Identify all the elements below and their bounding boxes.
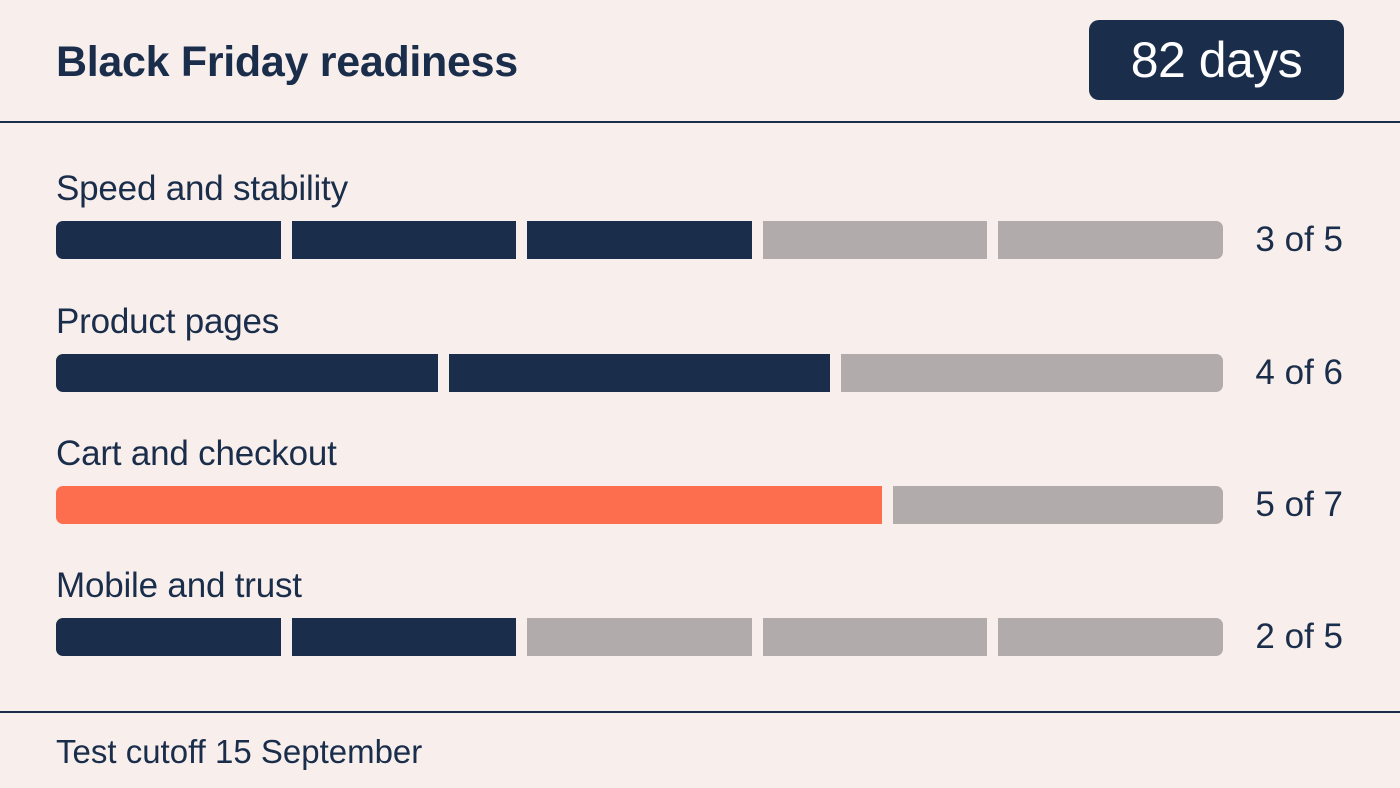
footer-note: Test cutoff 15 September <box>56 733 423 770</box>
progress-segment-complete <box>56 221 281 259</box>
section-label: Product pages <box>56 302 280 341</box>
progress-count: 4 of 6 <box>1255 353 1343 392</box>
progress-count: 5 of 7 <box>1255 485 1343 524</box>
readiness-section-mobile-and-trust: Mobile and trust 2 of 5 <box>0 564 1400 684</box>
progress-segment-remaining <box>998 618 1223 656</box>
readiness-section-cart-and-checkout: Cart and checkout 5 of 7 <box>0 432 1400 552</box>
progress-segment-complete <box>56 486 882 524</box>
progress-segment-complete <box>291 618 517 656</box>
page-header: Black Friday readiness 82 days <box>0 0 1400 123</box>
progress-track <box>56 354 1224 392</box>
progress-segment-complete <box>448 354 831 392</box>
progress-segment-remaining <box>527 618 752 656</box>
progress-count: 2 of 5 <box>1255 617 1343 656</box>
progress-segment-remaining <box>892 486 1223 524</box>
countdown-badge: 82 days <box>1089 20 1344 100</box>
section-label: Mobile and trust <box>56 566 302 605</box>
section-label: Cart and checkout <box>56 434 337 473</box>
progress-segment-complete <box>527 221 752 259</box>
progress-track <box>56 221 1223 259</box>
footer-divider <box>0 711 1400 713</box>
progress-segment-complete <box>56 354 438 392</box>
progress-track <box>56 486 1223 524</box>
progress-segment-remaining <box>841 354 1224 392</box>
readiness-section-speed-and-stability: Speed and stability 3 of 5 <box>0 167 1400 287</box>
progress-segment-complete <box>56 618 281 656</box>
progress-segment-remaining <box>998 221 1223 259</box>
readiness-section-product-pages: Product pages 4 of 6 <box>0 300 1400 420</box>
progress-segment-complete <box>291 221 517 259</box>
progress-track <box>56 618 1223 656</box>
progress-segment-remaining <box>762 618 988 656</box>
page-title: Black Friday readiness <box>56 38 518 86</box>
progress-count: 3 of 5 <box>1255 220 1343 259</box>
progress-segment-remaining <box>762 221 988 259</box>
section-label: Speed and stability <box>56 169 348 208</box>
